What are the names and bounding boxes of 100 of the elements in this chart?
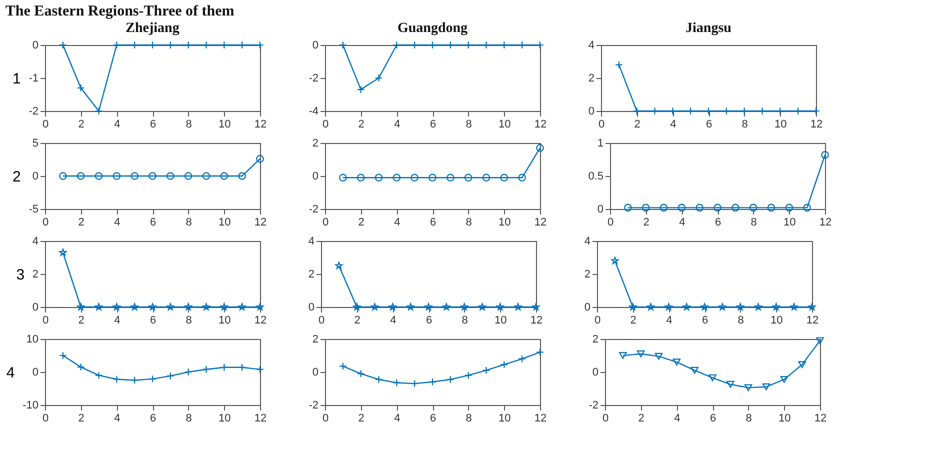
y-tick-label: 4 [588,40,594,52]
y-axis-title: 2 [12,168,21,186]
x-tick-label: 12 [534,216,547,228]
text: The Eastern Regions-Three of them [5,4,235,20]
y-tick-label: 2 [312,138,318,150]
x-tick-label: 2 [634,118,640,130]
y-tick-label: 2 [584,268,590,280]
x-tick-label: 0 [322,118,329,130]
x-tick-label: 8 [746,412,752,424]
x-tick-label: 8 [466,412,472,424]
x-tick-label: 4 [670,118,676,130]
x-tick-label: 12 [254,314,267,326]
x-tick-label: 2 [78,216,84,228]
y-tick-label: -2 [308,400,318,412]
x-tick-label: 2 [638,412,644,424]
x-tick-label: 10 [784,216,796,228]
x-tick-label: 4 [679,216,686,228]
x-tick-label: 2 [643,216,650,228]
x-tick-label: 12 [534,118,547,130]
y-tick-label: 1 [597,138,604,150]
x-tick-label: 10 [218,118,231,130]
x-tick-label: 4 [394,118,400,130]
y-axis-title: 4 [6,364,15,382]
x-tick-label: 10 [218,314,231,326]
x-tick-label: 6 [150,412,156,424]
y-tick-label: 4 [308,236,314,248]
x-tick-label: 0 [42,118,49,130]
y-tick-label: 0 [32,366,38,378]
x-tick-label: 10 [218,412,231,424]
y-tick-label: -2 [588,400,598,412]
x-tick-label: 12 [814,412,827,424]
y-tick-label: 4 [584,236,590,248]
x-tick-label: 0 [42,412,49,424]
x-tick-label: 6 [706,118,712,130]
x-tick-label: 8 [466,216,472,228]
x-tick-label: 8 [466,118,472,130]
x-tick-label: 6 [702,314,708,326]
x-tick-label: 4 [114,314,120,326]
y-tick-label: -1 [28,72,38,84]
chart-title: Jiangsu [686,21,732,36]
x-tick-label: 8 [750,216,757,228]
x-tick-label: 4 [114,412,120,424]
x-tick-label: 10 [774,118,787,130]
x-tick-label: 8 [738,314,744,326]
x-tick-label: 2 [78,118,84,130]
x-tick-label: 2 [630,314,636,326]
x-tick-label: 0 [42,216,49,228]
x-tick-label: 12 [806,314,819,326]
x-tick-label: 10 [778,412,791,424]
x-tick-label: 6 [710,412,716,424]
y-tick-label: 2 [312,334,318,346]
x-tick-label: 2 [78,314,84,326]
y-tick-label: 0 [588,106,594,118]
x-tick-label: 6 [430,412,436,424]
y-tick-label: 0 [597,204,604,216]
x-tick-label: 12 [810,118,823,130]
x-tick-label: 2 [358,412,364,424]
x-tick-label: 12 [254,412,267,424]
x-tick-label: 6 [426,314,432,326]
x-tick-label: 12 [534,412,547,424]
x-tick-label: 4 [394,412,400,424]
x-tick-label: 4 [394,216,400,228]
y-tick-label: -5 [28,204,38,216]
x-tick-label: 2 [358,216,364,228]
y-axis-title: 1 [12,70,21,88]
x-tick-label: 12 [254,118,267,130]
x-tick-label: 6 [430,118,436,130]
x-tick-label: 8 [186,216,192,228]
x-tick-label: 6 [150,118,156,130]
y-tick-label: 4 [32,236,38,248]
x-tick-label: 4 [666,314,672,326]
y-tick-label: 10 [26,334,38,346]
y-tick-label: 0 [308,302,314,314]
x-tick-label: 10 [498,118,511,130]
y-tick-label: 5 [32,138,38,150]
x-tick-label: 4 [114,118,120,130]
x-tick-label: 10 [218,216,231,228]
x-tick-label: 4 [674,412,680,424]
y-tick-label: 0 [312,366,318,378]
y-tick-label: 0 [312,40,318,52]
x-tick-label: 2 [358,118,364,130]
x-tick-label: 2 [78,412,84,424]
chart-title: Zhejiang [126,21,180,36]
x-tick-label: 10 [498,216,511,228]
y-tick-label: -2 [308,204,318,216]
x-tick-label: 6 [150,314,156,326]
y-tick-label: -4 [308,106,318,118]
y-tick-label: 0 [592,366,598,378]
y-tick-label: -10 [22,400,38,412]
y-tick-label: 2 [588,72,594,84]
x-tick-label: 12 [819,216,832,228]
x-tick-label: 8 [186,412,192,424]
x-tick-label: 0 [42,314,49,326]
y-tick-label: -2 [308,72,318,84]
x-tick-label: 10 [770,314,783,326]
y-tick-label: 2 [592,334,598,346]
x-tick-label: 10 [494,314,507,326]
x-tick-label: 8 [742,118,748,130]
x-tick-label: 0 [607,216,614,228]
x-tick-label: 4 [114,216,120,228]
